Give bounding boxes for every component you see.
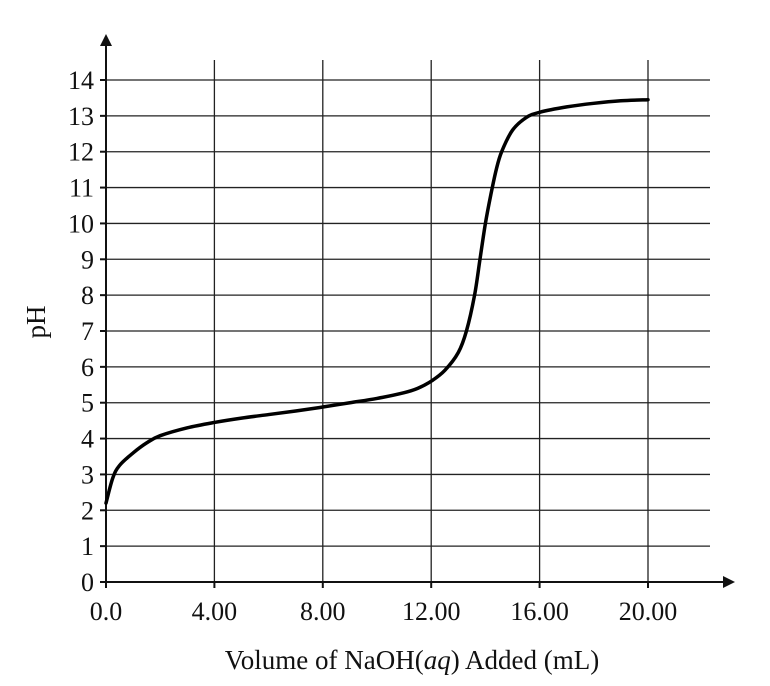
x-axis-title-italic-part: aq <box>424 645 451 675</box>
y-tick-label: 9 <box>81 245 94 274</box>
y-tick-label: 5 <box>81 389 94 418</box>
y-tick-label: 4 <box>81 425 94 454</box>
x-tick-label: 4.00 <box>192 597 238 626</box>
y-tick-label: 3 <box>81 460 94 489</box>
y-tick-label: 8 <box>81 281 94 310</box>
x-tick-label: 12.00 <box>402 597 461 626</box>
x-tick-label: 20.00 <box>619 597 678 626</box>
x-tick-label: 0.0 <box>90 597 123 626</box>
y-tick-label: 11 <box>69 174 94 203</box>
y-tick-label: 14 <box>68 66 94 95</box>
titration-curve-line <box>104 97 650 505</box>
y-tick-label: 2 <box>81 496 94 525</box>
x-tick-label: 8.00 <box>300 597 346 626</box>
y-tick-label: 0 <box>81 568 94 597</box>
y-tick-label: 10 <box>68 209 94 238</box>
grid <box>106 60 710 582</box>
x-tick-label: 16.00 <box>510 597 569 626</box>
y-tick-label: 13 <box>68 102 94 131</box>
y-axis-title: pH <box>21 306 51 339</box>
x-axis-title-part: ) Added (mL) <box>451 645 599 675</box>
series <box>104 97 650 505</box>
axes <box>100 34 735 588</box>
y-tick-label: 1 <box>81 532 94 561</box>
y-tick-label: 6 <box>81 353 94 382</box>
y-tick-label: 12 <box>68 138 94 167</box>
x-axis-title-part: Volume of NaOH( <box>225 645 424 675</box>
x-axis-title: Volume of NaOH(aq) Added (mL) <box>225 645 599 675</box>
y-tick-label: 7 <box>81 317 94 346</box>
